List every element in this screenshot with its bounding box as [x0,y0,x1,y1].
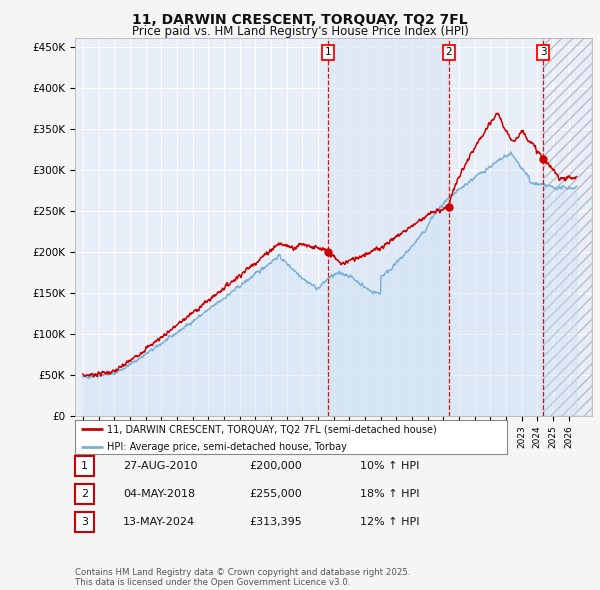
Text: Contains HM Land Registry data © Crown copyright and database right 2025.
This d: Contains HM Land Registry data © Crown c… [75,568,410,587]
Text: 2: 2 [81,489,88,499]
Text: 1: 1 [81,461,88,471]
Text: £313,395: £313,395 [249,517,302,526]
Bar [543,38,592,416]
Text: 1: 1 [325,47,331,57]
Text: 12% ↑ HPI: 12% ↑ HPI [360,517,419,526]
Text: HPI: Average price, semi-detached house, Torbay: HPI: Average price, semi-detached house,… [107,442,347,452]
Text: 10% ↑ HPI: 10% ↑ HPI [360,461,419,471]
Text: £255,000: £255,000 [249,489,302,499]
Text: 3: 3 [540,47,547,57]
Text: 3: 3 [81,517,88,526]
Text: 11, DARWIN CRESCENT, TORQUAY, TQ2 7FL (semi-detached house): 11, DARWIN CRESCENT, TORQUAY, TQ2 7FL (s… [107,424,437,434]
Text: £200,000: £200,000 [249,461,302,471]
Text: Price paid vs. HM Land Registry's House Price Index (HPI): Price paid vs. HM Land Registry's House … [131,25,469,38]
Text: 13-MAY-2024: 13-MAY-2024 [123,517,195,526]
Text: 11, DARWIN CRESCENT, TORQUAY, TQ2 7FL: 11, DARWIN CRESCENT, TORQUAY, TQ2 7FL [132,13,468,27]
Text: 18% ↑ HPI: 18% ↑ HPI [360,489,419,499]
Text: 2: 2 [445,47,452,57]
Bar [328,38,449,416]
Text: 04-MAY-2018: 04-MAY-2018 [123,489,195,499]
Text: 27-AUG-2010: 27-AUG-2010 [123,461,197,471]
